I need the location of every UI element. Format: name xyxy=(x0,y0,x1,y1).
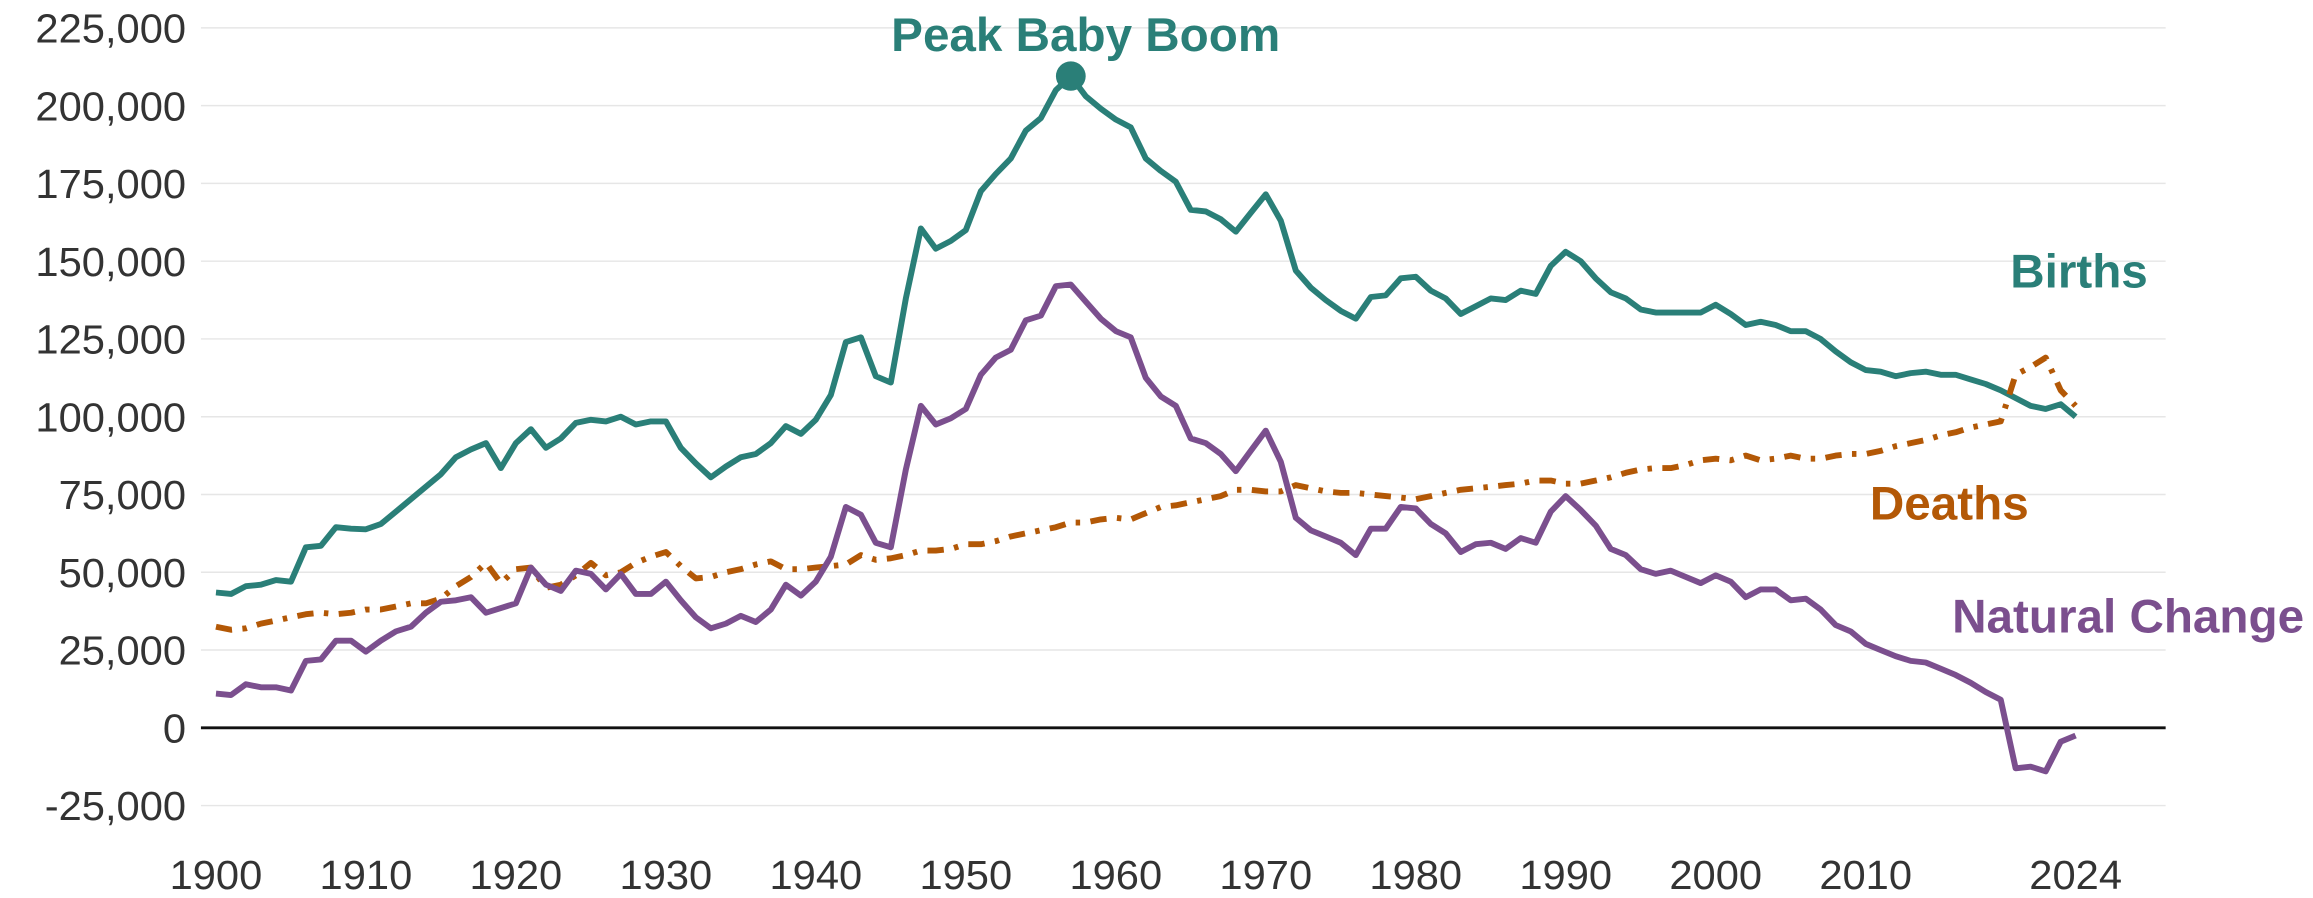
x-tick-label: 1920 xyxy=(470,852,563,898)
x-tick-label: 1900 xyxy=(170,852,263,898)
y-tick-label: 75,000 xyxy=(59,472,186,518)
y-tick-label: 200,000 xyxy=(35,84,186,130)
x-tick-label: 1950 xyxy=(919,852,1012,898)
series-line xyxy=(215,354,2078,633)
y-tick-label: 125,000 xyxy=(35,317,186,363)
series-label: Deaths xyxy=(1870,478,2029,531)
y-tick-label: 0 xyxy=(163,706,186,752)
x-tick-label: 1960 xyxy=(1069,852,1162,898)
y-tick-label: 25,000 xyxy=(59,628,186,674)
x-tick-label: 1940 xyxy=(769,852,862,898)
series-line xyxy=(215,281,2077,775)
y-tick-label: 100,000 xyxy=(35,395,186,441)
peak-marker xyxy=(1055,61,1086,91)
x-tick-label: 2010 xyxy=(1819,852,1912,898)
y-tick-label: 225,000 xyxy=(35,6,186,52)
series-line xyxy=(215,73,2078,597)
annotation: Peak Baby Boom xyxy=(891,9,1280,62)
y-tick-label: 150,000 xyxy=(35,239,186,285)
series-label: Births xyxy=(2010,246,2148,299)
x-tick-label: 1970 xyxy=(1219,852,1312,898)
x-tick-label: 2000 xyxy=(1669,852,1762,898)
x-tick-label: 1980 xyxy=(1369,852,1462,898)
x-tick-label: 1930 xyxy=(620,852,713,898)
x-tick-label: 2024 xyxy=(2029,852,2122,898)
y-tick-label: 50,000 xyxy=(59,550,186,596)
y-tick-label: -25,000 xyxy=(45,783,186,829)
x-tick-label: 1910 xyxy=(320,852,413,898)
x-tick-label: 1990 xyxy=(1519,852,1612,898)
y-tick-label: 175,000 xyxy=(35,161,186,207)
series-label: Natural Change xyxy=(1952,591,2304,644)
